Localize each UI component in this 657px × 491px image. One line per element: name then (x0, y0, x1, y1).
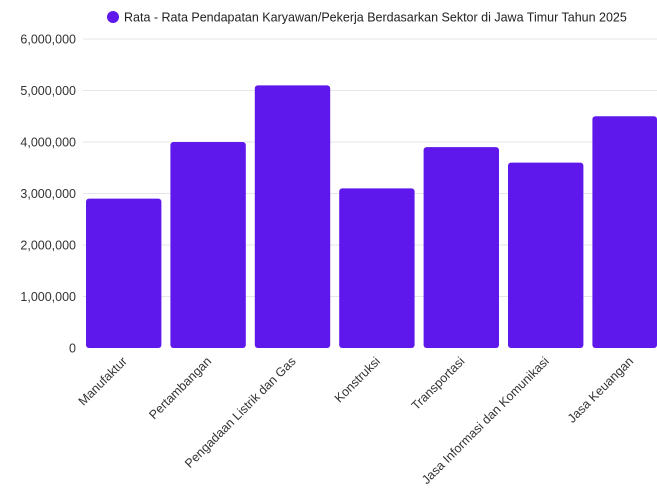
y-tick-label: 3,000,000 (20, 187, 76, 201)
y-axis-ticks: 0 1,000,000 2,000,000 3,000,000 4,000,000 5,0… (20, 33, 76, 356)
bar[interactable] (86, 198, 162, 348)
bar[interactable] (508, 162, 584, 348)
legend[interactable]: Rata - Rata Pendapatan Karyawan/Pekerja … (107, 11, 627, 25)
y-tick-label: 2,000,000 (20, 239, 76, 253)
bar[interactable] (170, 142, 246, 348)
bar[interactable] (254, 85, 331, 348)
bar[interactable] (423, 147, 499, 348)
y-tick-label: 4,000,000 (20, 136, 76, 150)
y-tick-label: 6,000,000 (20, 33, 76, 47)
x-tick-label: Konstruksi (332, 354, 383, 405)
legend-marker (107, 11, 119, 23)
x-tick-label: Transportasi (409, 354, 468, 413)
bar[interactable] (592, 116, 657, 348)
y-tick-label: 0 (69, 342, 76, 356)
y-tick-label: 5,000,000 (20, 84, 76, 98)
legend-entry: Rata - Rata Pendapatan Karyawan/Pekerja … (124, 11, 627, 25)
bars (86, 85, 657, 348)
x-tick-label: Manufaktur (76, 354, 130, 408)
x-tick-label: Jasa Keuangan (565, 354, 636, 425)
bar[interactable] (339, 188, 415, 348)
x-tick-label: Pertambangan (146, 354, 214, 422)
y-tick-label: 1,000,000 (20, 290, 76, 304)
